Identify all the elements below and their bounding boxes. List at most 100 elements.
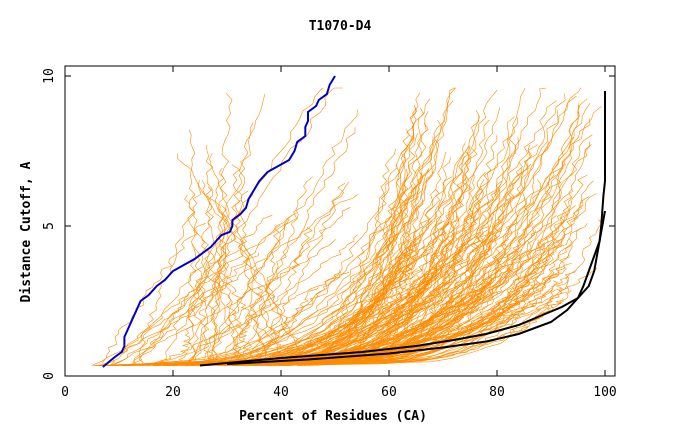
x-tick-label: 80	[489, 385, 505, 400]
model-curve	[152, 214, 557, 366]
model-curve	[115, 189, 501, 366]
model-curve	[241, 100, 557, 366]
model-curve	[189, 186, 214, 366]
model-curve	[147, 167, 523, 366]
model-curve	[232, 253, 526, 366]
model-curve	[236, 87, 526, 366]
model-curve	[171, 180, 594, 366]
x-tick-label: 0	[61, 385, 69, 400]
highlight-series-line-3	[226, 210, 606, 365]
model-curve	[260, 129, 410, 366]
model-curve	[304, 142, 466, 366]
background-series-group	[91, 87, 603, 366]
model-curve	[269, 169, 430, 366]
model-curve	[220, 272, 306, 366]
model-curve	[118, 107, 425, 366]
model-curve	[207, 93, 233, 366]
model-curve	[103, 87, 324, 366]
model-curve	[208, 109, 559, 366]
model-curve	[230, 147, 471, 366]
y-tick-label: 10	[42, 68, 57, 84]
model-curve	[201, 211, 475, 366]
model-curve	[189, 105, 580, 366]
model-curve	[234, 244, 549, 366]
model-curve	[184, 194, 244, 366]
model-curve	[235, 177, 562, 366]
model-curve	[187, 129, 197, 366]
x-axis-label: Percent of Residues (CA)	[239, 409, 427, 424]
x-tick-label: 60	[381, 385, 397, 400]
model-curve	[282, 157, 451, 366]
model-curve	[220, 127, 356, 366]
plot-area	[91, 75, 606, 368]
model-curve	[103, 140, 590, 366]
model-curve	[124, 196, 590, 366]
model-curve	[201, 119, 442, 366]
model-curve	[108, 144, 592, 366]
model-curve	[227, 239, 418, 366]
model-curve	[111, 214, 293, 366]
highlight-series-line-1	[102, 75, 336, 368]
model-curve	[201, 180, 304, 366]
y-tick-label: 0	[42, 372, 57, 380]
model-curve	[127, 226, 489, 366]
model-curve	[221, 286, 263, 366]
model-curve	[146, 180, 503, 366]
model-curve	[184, 109, 358, 366]
highlight-series-line-2	[199, 91, 606, 367]
y-axis-label: Distance Cutoff, A	[19, 161, 34, 302]
model-curve	[193, 148, 396, 366]
model-curve	[136, 134, 593, 366]
model-curve	[97, 214, 273, 366]
model-curve	[248, 261, 463, 366]
model-curve	[242, 160, 566, 366]
model-curve	[224, 144, 538, 366]
model-curve	[267, 104, 418, 366]
model-curve	[217, 168, 289, 366]
model-curve	[131, 93, 566, 366]
model-curve	[122, 194, 451, 366]
model-curve	[91, 193, 359, 366]
x-axis-ticks: 0 20 40 60 80 100	[61, 66, 617, 400]
y-axis-ticks: 0 5 10	[42, 68, 615, 380]
model-curve	[255, 225, 281, 366]
x-tick-label: 20	[165, 385, 181, 400]
model-curve	[105, 199, 584, 366]
model-curve	[286, 280, 559, 366]
model-curve	[267, 98, 431, 366]
model-curve	[172, 174, 588, 366]
model-curve	[234, 237, 417, 366]
model-curve	[176, 225, 446, 366]
model-curve	[131, 136, 435, 366]
model-curve	[167, 87, 582, 366]
chart-title: T1070-D4	[309, 19, 372, 34]
model-curve	[153, 118, 591, 366]
x-tick-label: 100	[593, 385, 616, 400]
model-curve	[269, 163, 398, 366]
model-curve	[185, 274, 558, 366]
model-curve	[245, 183, 502, 366]
model-curve	[158, 105, 602, 366]
model-curve	[232, 289, 572, 366]
model-curve	[131, 252, 260, 366]
model-curve	[115, 276, 539, 366]
model-curve	[178, 285, 202, 366]
model-curve	[105, 151, 447, 366]
model-curve	[180, 179, 542, 366]
y-tick-label: 5	[42, 222, 57, 230]
model-curve	[252, 219, 603, 366]
model-curve	[208, 87, 457, 366]
model-curve	[109, 189, 440, 366]
model-curve	[274, 298, 564, 366]
model-curve	[185, 223, 534, 366]
x-tick-label: 40	[273, 385, 289, 400]
model-curve	[109, 239, 336, 366]
model-curve	[185, 87, 547, 366]
model-curve	[151, 234, 358, 366]
model-curve	[109, 219, 290, 366]
model-curve	[288, 92, 421, 366]
model-curve	[285, 116, 515, 366]
model-curve	[125, 200, 424, 366]
model-curve	[102, 222, 206, 366]
model-curve	[204, 182, 349, 366]
